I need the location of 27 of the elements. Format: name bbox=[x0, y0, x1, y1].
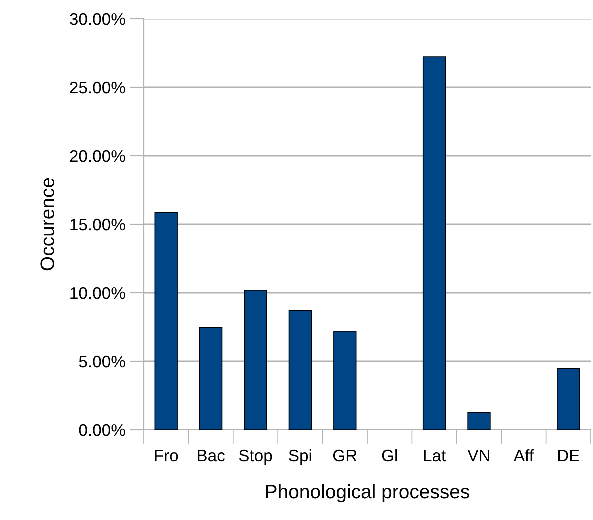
bar bbox=[244, 290, 268, 430]
y-tick-label: 10.00% bbox=[70, 287, 126, 300]
x-axis-title: Phonological processes bbox=[266, 484, 470, 503]
x-tick-label: Aff bbox=[514, 449, 534, 462]
x-tick-label: Lat bbox=[424, 450, 446, 462]
bar bbox=[154, 212, 178, 430]
bar bbox=[422, 56, 446, 430]
bar bbox=[468, 412, 491, 430]
x-tick-label: VN bbox=[468, 450, 490, 462]
x-tick-label: GR bbox=[333, 450, 357, 462]
y-tick-label: 15.00% bbox=[70, 218, 126, 231]
x-tick-label: DE bbox=[558, 450, 580, 462]
x-tick-label: Spi bbox=[289, 449, 312, 465]
x-tick-label: Stop bbox=[239, 450, 272, 465]
bar bbox=[557, 368, 580, 430]
y-tick-label: 30.00% bbox=[70, 13, 126, 26]
bar bbox=[288, 310, 312, 430]
y-tick-label: 5.00% bbox=[79, 356, 126, 368]
y-tick-label: 25.00% bbox=[70, 82, 126, 94]
y-axis-title: Occurence bbox=[40, 178, 54, 271]
x-tick-label: Gl bbox=[382, 449, 398, 462]
y-tick-label: 0.00% bbox=[79, 424, 126, 436]
x-tick-label: Bac bbox=[198, 450, 225, 462]
y-tick-label: 20.00% bbox=[70, 150, 126, 162]
x-tick-label: Fro bbox=[155, 450, 178, 462]
bar bbox=[199, 327, 223, 430]
bar bbox=[334, 331, 357, 430]
